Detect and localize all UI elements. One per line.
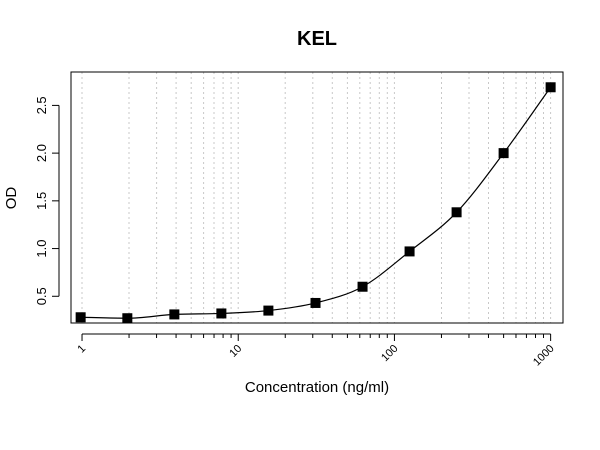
plot-frame [70, 71, 564, 324]
data-point [310, 297, 321, 308]
y-tick-label: 2.5 [34, 96, 49, 114]
x-tick-label: 100 [379, 343, 400, 364]
data-points [75, 82, 556, 324]
x-tick-label: 1 [75, 343, 88, 356]
data-point [498, 148, 509, 159]
data-point [122, 313, 133, 324]
data-point [451, 207, 462, 218]
data-point [545, 82, 556, 93]
fit-curve-layer [80, 86, 552, 319]
y-axis-label: OD [3, 187, 20, 210]
x-axis: 1 10 100 1000 [75, 333, 557, 369]
x-axis-label: Concentration (ng/ml) [245, 379, 389, 396]
y-axis: 0.5 1.0 1.5 2.0 2.5 [34, 96, 60, 305]
y-tick-label: 1.0 [34, 240, 49, 258]
fit-curve [80, 86, 552, 319]
chart-title: KEL [297, 28, 337, 50]
data-point [263, 305, 274, 316]
y-tick-label: 0.5 [34, 287, 49, 305]
data-point [357, 281, 368, 292]
data-point [169, 309, 180, 320]
x-tick-label: 10 [227, 343, 244, 360]
y-tick-label: 1.5 [34, 192, 49, 210]
x-tick-label: 1000 [531, 343, 557, 369]
data-point [216, 308, 227, 319]
grid-lines [81, 72, 552, 323]
data-point [404, 246, 415, 257]
y-tick-label: 2.0 [34, 144, 49, 162]
data-point [75, 312, 86, 323]
